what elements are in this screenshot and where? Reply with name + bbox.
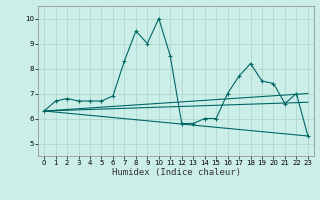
X-axis label: Humidex (Indice chaleur): Humidex (Indice chaleur) bbox=[111, 168, 241, 177]
